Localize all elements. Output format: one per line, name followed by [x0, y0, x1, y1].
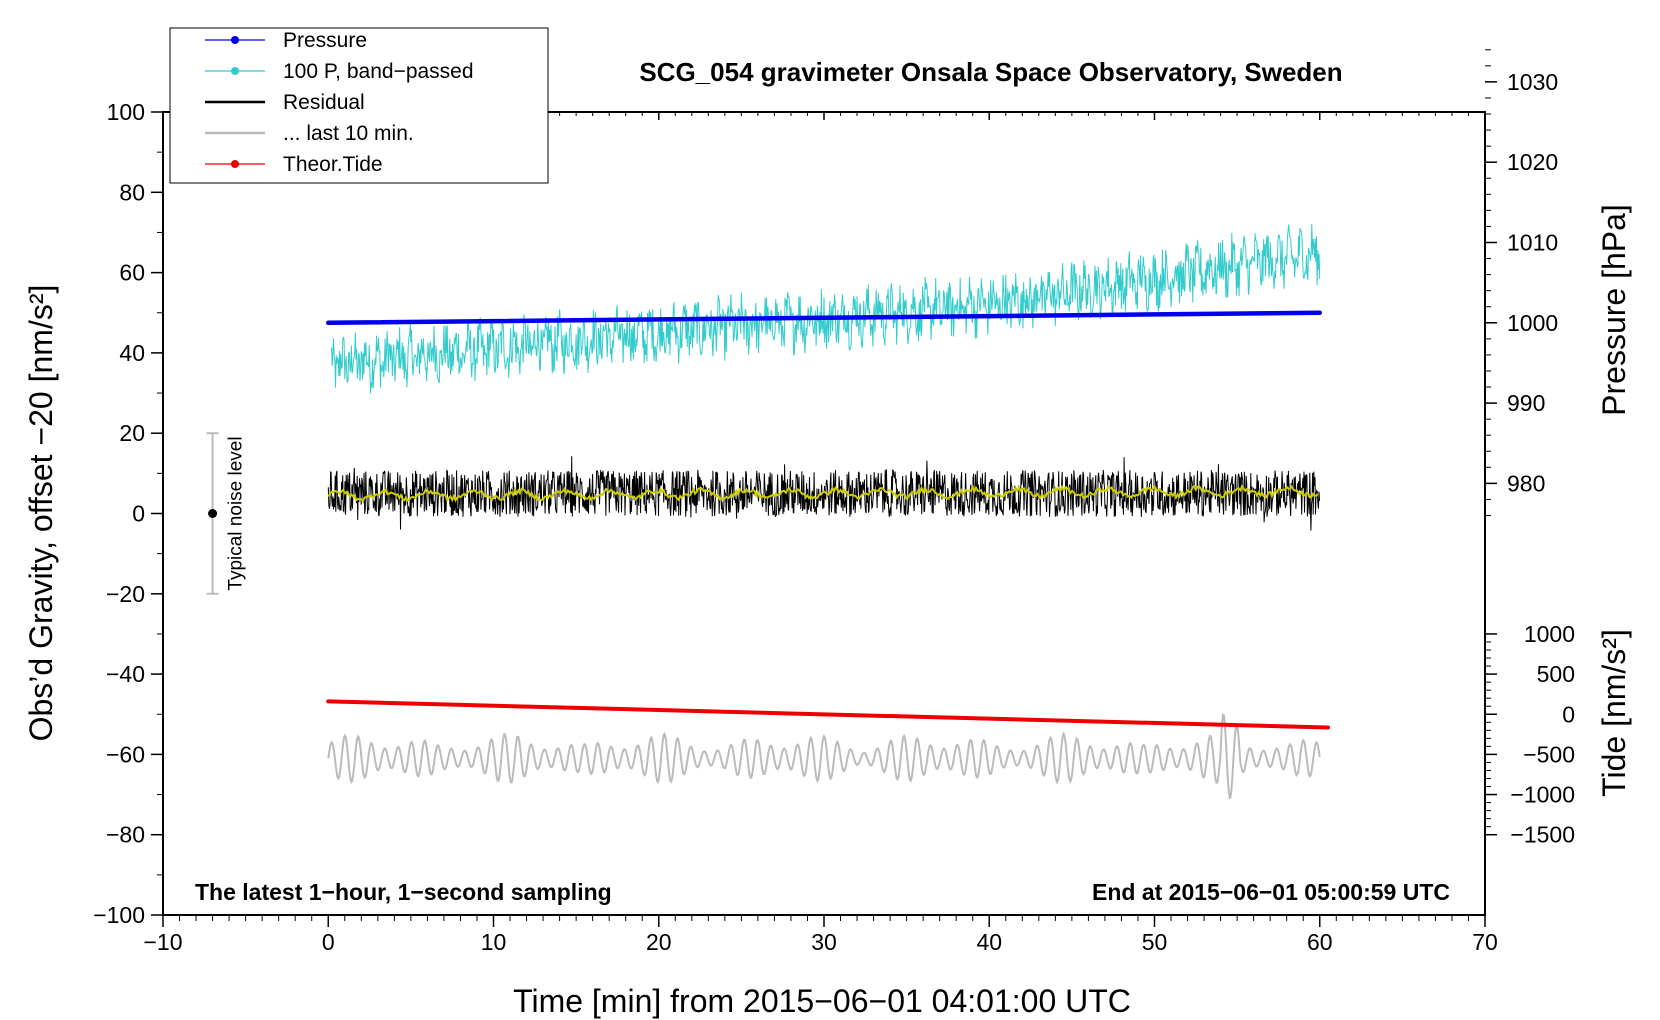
- annotation-right: End at 2015−06−01 05:00:59 UTC: [1092, 879, 1450, 905]
- y-tick-label: 0: [132, 501, 145, 527]
- chart-title: SCG_054 gravimeter Onsala Space Observat…: [639, 57, 1342, 87]
- noise-bar-label: Typical noise level: [226, 436, 247, 590]
- tide-tick-label: 0: [1562, 701, 1575, 727]
- y-tick-label: 40: [119, 340, 145, 366]
- annotation-left: The latest 1−hour, 1−second sampling: [195, 879, 612, 905]
- pressure-tick-label: 1020: [1507, 149, 1558, 175]
- series-pressure: [326, 310, 1322, 326]
- x-tick-label: 10: [481, 929, 507, 955]
- tide-tick-label: −1500: [1510, 822, 1575, 848]
- legend-label: 100 P, band−passed: [283, 60, 474, 83]
- legend-label: Residual: [283, 91, 365, 114]
- series-residual-smoothed: [327, 484, 1319, 503]
- y-tick-label: −100: [93, 902, 145, 928]
- legend-label: Theor.Tide: [283, 153, 383, 176]
- y-tick-label: −80: [106, 822, 145, 848]
- series-theor-tide: [326, 699, 1331, 730]
- tide-tick-label: −500: [1523, 741, 1575, 767]
- series-band-passed: [331, 223, 1321, 394]
- pressure-tick-label: 980: [1507, 470, 1545, 496]
- x-tick-label: 20: [646, 929, 672, 955]
- pressure-tick-label: 990: [1507, 390, 1545, 416]
- x-tick-label: 60: [1307, 929, 1333, 955]
- tide-tick-label: 500: [1537, 661, 1575, 687]
- tide-axis-title: Tide [nm/s²]: [1596, 629, 1632, 797]
- axis-ticks: −10 0 10 20 30 40 50 60 70100806040200−20−40−60−…: [93, 49, 1575, 955]
- legend-marker: [231, 160, 239, 168]
- y-tick-label: 80: [119, 179, 145, 205]
- pressure-tick-label: 1000: [1507, 310, 1558, 336]
- x-axis-title: Time [min] from 2015−06−01 04:01:00 UTC: [513, 983, 1131, 1019]
- noise-bar-center: [208, 509, 218, 518]
- series-last-10-min: [327, 713, 1321, 800]
- x-tick-label: 50: [1142, 929, 1168, 955]
- y-tick-label: −40: [106, 661, 145, 687]
- y-tick-label: −20: [106, 581, 145, 607]
- x-tick-label: 30: [811, 929, 837, 955]
- legend-marker: [231, 67, 239, 75]
- noise-bar: Typical noise level: [206, 432, 247, 595]
- series-layer: [326, 223, 1331, 800]
- y-axis-title: Obs’d Gravity, offset −20 [nm/s²]: [23, 285, 59, 742]
- x-tick-label: −10: [143, 929, 182, 955]
- y-tick-label: −60: [106, 741, 145, 767]
- y-tick-label: 20: [119, 420, 145, 446]
- legend-label: Pressure: [283, 29, 367, 52]
- legend-marker: [231, 36, 239, 44]
- pressure-tick-label: 1010: [1507, 229, 1558, 255]
- plot-frame: [162, 111, 1486, 916]
- legend-label: ... last 10 min.: [283, 122, 414, 145]
- series-residual: [327, 456, 1321, 531]
- x-tick-label: 40: [976, 929, 1002, 955]
- x-tick-label: 70: [1472, 929, 1498, 955]
- pressure-axis-title: Pressure [hPa]: [1596, 204, 1632, 416]
- y-tick-label: 60: [119, 260, 145, 286]
- legend-box: [169, 27, 549, 184]
- y-tick-label: 100: [107, 99, 145, 125]
- tide-tick-label: −1000: [1510, 782, 1575, 808]
- legend: Pressure 100 P, band−passed Residual ... la…: [169, 27, 549, 184]
- x-tick-label: 0: [322, 929, 335, 955]
- tide-tick-label: 1000: [1524, 621, 1575, 647]
- pressure-tick-label: 1030: [1507, 69, 1558, 95]
